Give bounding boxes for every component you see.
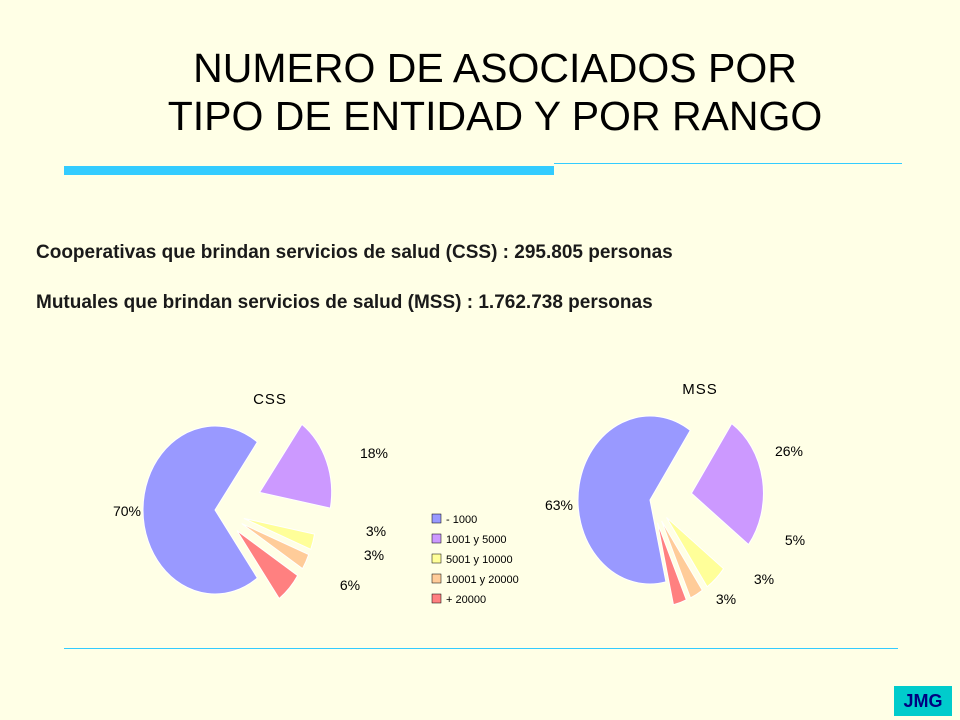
pie-label-mss-1: 63% bbox=[545, 497, 573, 513]
bottom-divider bbox=[64, 648, 898, 649]
legend-swatch-2 bbox=[431, 533, 442, 544]
pie-label-mss-4: 3% bbox=[754, 571, 774, 587]
pie-slice-css-3 bbox=[243, 517, 316, 550]
chart-title-css: CSS bbox=[253, 391, 287, 408]
pie-label-css-4: 3% bbox=[364, 547, 384, 563]
author-badge: JMG bbox=[894, 686, 952, 716]
title-line-1: NUMERO DE ASOCIADOS POR bbox=[193, 45, 797, 91]
mss-members-text: Mutuales que brindan servicios de salud … bbox=[36, 292, 653, 313]
pie-label-css-2: 18% bbox=[360, 445, 388, 461]
legend-label-4: 10001 y 20000 bbox=[446, 574, 519, 586]
title-line-2: TIPO DE ENTIDAD Y POR RANGO bbox=[167, 93, 823, 139]
pie-slice-mss-3 bbox=[666, 517, 725, 588]
legend-label-3: 5001 y 10000 bbox=[446, 554, 513, 566]
page-title: NUMERO DE ASOCIADOS POR TIPO DE ENTIDAD … bbox=[0, 44, 960, 140]
pie-slice-mss-4 bbox=[661, 520, 703, 599]
legend-label-2: 1001 y 5000 bbox=[446, 534, 507, 546]
title-underline-thick bbox=[64, 166, 554, 175]
pie-slice-css-2 bbox=[258, 423, 333, 509]
pie-slice-mss-2 bbox=[690, 422, 764, 546]
pie-label-mss-2: 26% bbox=[775, 443, 803, 459]
legend-label-5: + 20000 bbox=[446, 594, 486, 606]
legend-swatch-5 bbox=[431, 593, 442, 604]
legend-swatch-1 bbox=[431, 513, 442, 524]
pie-slice-mss-1 bbox=[577, 415, 691, 585]
pie-label-mss-5: 3% bbox=[716, 591, 736, 607]
pie-slice-css-4 bbox=[241, 523, 310, 570]
legend-swatch-4 bbox=[431, 573, 442, 584]
legend-label-1: - 1000 bbox=[446, 514, 477, 526]
pie-slice-mss-5 bbox=[657, 522, 687, 606]
title-underline-thin bbox=[554, 163, 902, 164]
pie-label-css-3: 3% bbox=[366, 523, 386, 539]
css-members-text: Cooperativas que brindan servicios de sa… bbox=[36, 242, 673, 263]
legend-swatch-3 bbox=[431, 553, 442, 564]
chart-title-mss: MSS bbox=[682, 381, 718, 398]
pie-label-mss-3: 5% bbox=[785, 532, 805, 548]
pie-slice-css-1 bbox=[142, 425, 258, 595]
pie-label-css-5: 6% bbox=[340, 577, 360, 593]
pie-label-css-1: 70% bbox=[113, 503, 141, 519]
pie-slice-css-5 bbox=[236, 530, 299, 600]
